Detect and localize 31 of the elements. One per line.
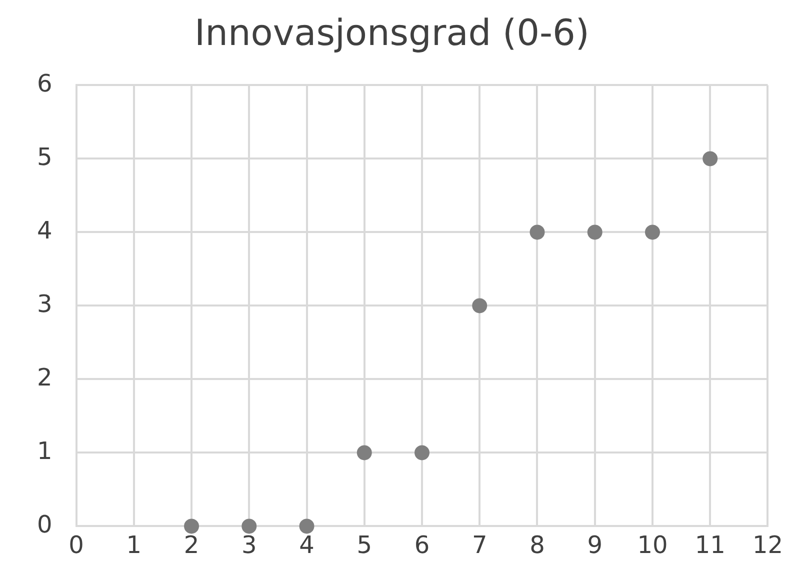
x-tick-label: 12 (752, 530, 784, 559)
y-tick-label: 3 (36, 290, 52, 318)
y-tick-label: 6 (36, 69, 52, 98)
x-tick-label: 11 (694, 530, 726, 559)
point (644, 224, 660, 240)
point (356, 445, 372, 460)
point (702, 151, 718, 166)
x-tick-label: 4 (299, 530, 314, 559)
point (242, 518, 257, 534)
x-tick-label: 9 (587, 530, 603, 559)
point (472, 298, 488, 314)
chart-title: Innovasjonsgrad (0-6) (194, 12, 590, 54)
x-tick-label: 1 (126, 530, 142, 559)
x-tick-label: 6 (414, 530, 430, 559)
y-tick-label: 0 (36, 510, 52, 538)
x-tick-label: 8 (530, 530, 545, 559)
point (414, 445, 430, 460)
x-tick-label: 0 (68, 530, 84, 559)
x-tick-label: 10 (637, 530, 668, 559)
y-tick-label: 1 (36, 436, 52, 465)
point (587, 224, 602, 240)
point (530, 224, 545, 240)
point (299, 518, 314, 534)
x-tick-label: 2 (184, 530, 200, 559)
y-tick-label: 4 (36, 216, 52, 244)
x-tick-label: 5 (356, 530, 372, 559)
x-tick-label: 7 (472, 530, 488, 559)
point (184, 518, 200, 534)
y-tick-label: 2 (36, 363, 52, 392)
x-tick-label: 3 (241, 530, 257, 559)
y-tick-label: 5 (36, 142, 52, 171)
